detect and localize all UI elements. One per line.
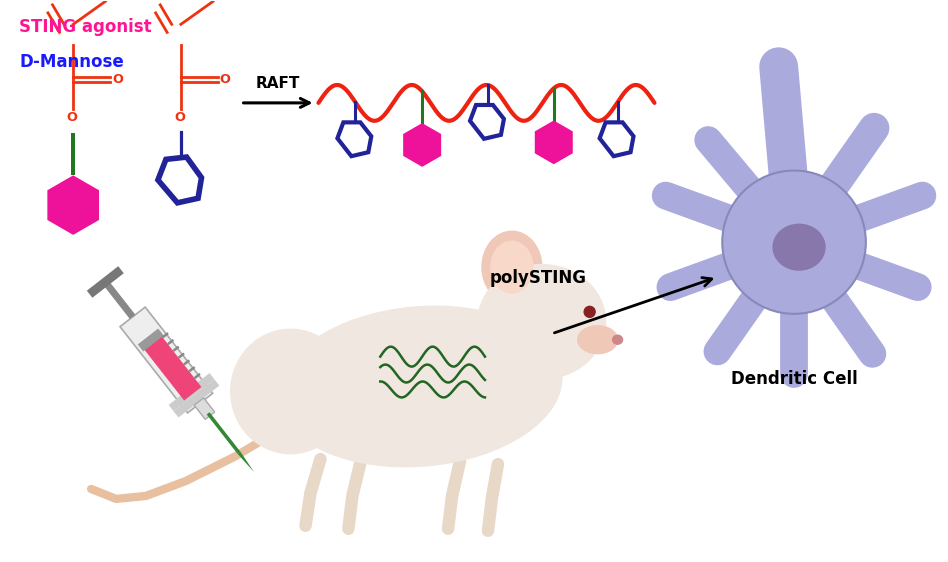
- FancyBboxPatch shape: [104, 282, 136, 319]
- Ellipse shape: [491, 241, 533, 293]
- Text: O: O: [112, 72, 123, 86]
- Polygon shape: [346, 128, 363, 149]
- Text: Dendritic Cell: Dendritic Cell: [731, 370, 857, 388]
- Text: RAFT: RAFT: [255, 76, 300, 91]
- FancyBboxPatch shape: [183, 359, 191, 365]
- Ellipse shape: [577, 326, 617, 353]
- FancyBboxPatch shape: [162, 332, 169, 338]
- FancyBboxPatch shape: [207, 412, 240, 454]
- FancyBboxPatch shape: [194, 398, 214, 419]
- FancyBboxPatch shape: [193, 373, 201, 379]
- Ellipse shape: [774, 224, 825, 270]
- Polygon shape: [609, 128, 626, 149]
- Polygon shape: [403, 123, 441, 167]
- Ellipse shape: [482, 231, 542, 303]
- FancyBboxPatch shape: [120, 307, 212, 413]
- FancyBboxPatch shape: [178, 352, 185, 359]
- Text: O: O: [66, 111, 78, 124]
- Text: O: O: [174, 111, 185, 124]
- FancyBboxPatch shape: [173, 346, 179, 352]
- Text: polySTING: polySTING: [489, 269, 586, 287]
- Ellipse shape: [612, 335, 623, 344]
- Polygon shape: [47, 175, 99, 235]
- Ellipse shape: [279, 306, 562, 466]
- FancyBboxPatch shape: [137, 329, 164, 351]
- Text: O: O: [220, 72, 230, 86]
- Polygon shape: [237, 451, 254, 472]
- Circle shape: [584, 306, 595, 318]
- Circle shape: [722, 170, 866, 314]
- Polygon shape: [479, 110, 496, 132]
- FancyBboxPatch shape: [144, 336, 201, 401]
- Polygon shape: [535, 120, 573, 164]
- Ellipse shape: [230, 329, 351, 454]
- FancyBboxPatch shape: [173, 379, 219, 418]
- FancyBboxPatch shape: [189, 366, 195, 373]
- Ellipse shape: [478, 265, 606, 379]
- FancyBboxPatch shape: [87, 266, 124, 298]
- Text: STING agonist: STING agonist: [19, 19, 152, 37]
- Polygon shape: [168, 164, 192, 195]
- FancyBboxPatch shape: [167, 339, 174, 345]
- FancyBboxPatch shape: [169, 373, 214, 411]
- Text: D-Mannose: D-Mannose: [19, 53, 124, 71]
